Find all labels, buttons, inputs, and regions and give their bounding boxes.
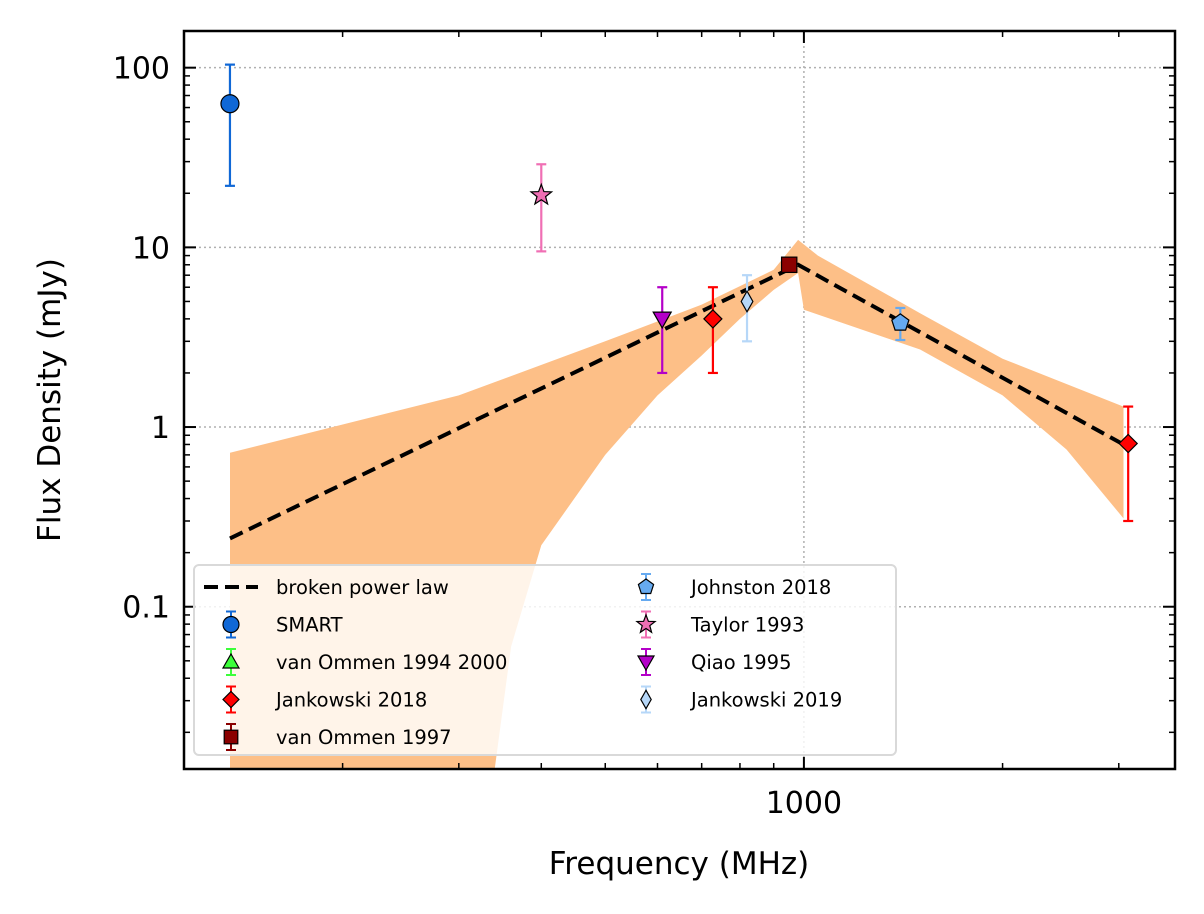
- legend-item: Qiao 1995: [636, 648, 791, 676]
- legend-marker-swatch: [222, 690, 240, 709]
- legend-label: van Ommen 1994 2000: [276, 651, 507, 674]
- legend-label: Jankowski 2018: [274, 689, 427, 712]
- legend-label: Johnston 2018: [689, 576, 831, 599]
- legend: broken power law SMART van Ommen 1994 2000…: [193, 564, 897, 756]
- errorbar-0-0: [224, 63, 235, 187]
- y-tick-label: 1: [151, 411, 170, 446]
- y-tick-label: 100: [113, 52, 170, 87]
- x-tick-label: 1000: [766, 786, 842, 821]
- y-axis-label: Flux Density (mJy): [32, 258, 68, 542]
- legend-marker-swatch: [636, 655, 656, 672]
- legend-item: Taylor 1993: [635, 610, 804, 639]
- legend-marker-swatch: [222, 615, 240, 634]
- y-tick-label: 10: [132, 231, 170, 266]
- data-point-4-0: [891, 313, 910, 331]
- data-point-3-0: [780, 256, 798, 274]
- legend-label: broken power law: [276, 576, 449, 599]
- legend-item: SMART: [222, 610, 343, 639]
- legend-box: [193, 564, 897, 756]
- legend-label: Jankowski 2019: [689, 689, 842, 712]
- y-tick-label: 0.1: [122, 591, 170, 626]
- legend-marker-swatch: [223, 729, 239, 745]
- legend-item: Jankowski 2018: [222, 685, 427, 714]
- legend-item: broken power law: [204, 576, 449, 599]
- legend-label: Qiao 1995: [691, 651, 791, 674]
- legend-marker-swatch: [221, 652, 241, 669]
- legend-item: Johnston 2018: [637, 573, 831, 601]
- legend-label: van Ommen 1997: [276, 726, 452, 749]
- legend-marker-swatch: [635, 613, 657, 634]
- data-point-0-0: [220, 94, 240, 114]
- legend-item: Jankowski 2019: [640, 685, 842, 714]
- plot-frame: [182, 29, 1177, 771]
- legend-label: Taylor 1993: [690, 614, 804, 637]
- data-point-5-0: [529, 182, 554, 206]
- legend-item: van Ommen 1994 2000: [221, 648, 507, 676]
- x-axis-label: Frequency (MHz): [549, 846, 810, 882]
- data-point-6-0: [652, 311, 673, 330]
- errorbar-5-0: [536, 163, 547, 253]
- data-point-2-0: [703, 309, 723, 329]
- legend-item: van Ommen 1997: [223, 723, 452, 751]
- errorbar-2-0: [707, 286, 718, 375]
- legend-marker-swatch: [640, 689, 652, 710]
- major-ticks: [184, 31, 1175, 769]
- errorbar-6-0: [657, 286, 668, 375]
- legend-label: SMART: [276, 614, 343, 637]
- legend-marker-swatch: [637, 578, 655, 595]
- errorbar-2-1: [1123, 405, 1134, 523]
- data-point-7-0: [740, 289, 754, 314]
- model-line-broken-power-law: [229, 262, 1125, 541]
- data-point-2-1: [1118, 433, 1139, 454]
